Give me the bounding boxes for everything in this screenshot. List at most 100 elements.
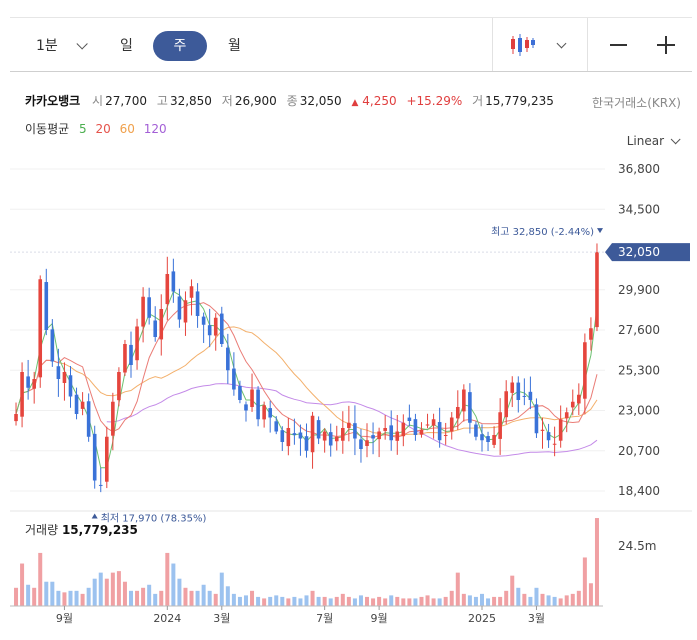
volume-bar: [425, 595, 430, 606]
volume-bar: [419, 596, 424, 606]
y-tick-label: 34,500: [618, 202, 660, 216]
candle-body: [577, 394, 581, 404]
candle-body: [44, 282, 49, 330]
min-price-annotation: 최저 17,970 (78.35%): [101, 513, 207, 525]
volume-value: 15,779,235: [485, 94, 554, 108]
candle-body: [32, 379, 36, 389]
candle-body: [468, 392, 472, 423]
volume-bar: [377, 596, 382, 606]
candlestick-type-icon[interactable]: [510, 32, 536, 58]
high-value: 32,850: [169, 94, 212, 108]
y-tick-label: 20,700: [618, 444, 660, 458]
volume-bar: [431, 598, 436, 606]
candle-body: [20, 372, 24, 417]
candle-body: [437, 422, 442, 441]
volume-bar: [413, 598, 418, 606]
interval-label: 1분: [36, 38, 58, 54]
volume-bar: [552, 596, 557, 606]
y-tick-label: 18,400: [618, 484, 660, 498]
candle-body: [298, 432, 303, 439]
volume-bar: [358, 595, 363, 606]
candle-body: [123, 344, 127, 373]
volume-bar: [171, 563, 176, 606]
volume-bar: [213, 593, 218, 606]
volume-bar: [74, 590, 79, 606]
close-label: 종: [286, 94, 298, 108]
candle-body: [395, 431, 400, 441]
volume-bar: [243, 595, 248, 606]
volume-bar: [570, 593, 575, 606]
volume-bar: [201, 584, 206, 606]
scale-mode-dropdown[interactable]: Linear: [627, 134, 681, 148]
candle-body: [232, 368, 236, 390]
x-tick-label: 2025: [468, 612, 496, 625]
candle-body: [183, 300, 188, 323]
zoom-in-icon[interactable]: [657, 36, 675, 54]
candle-body: [171, 271, 176, 292]
moving-average-title: 이동평균: [25, 122, 70, 136]
y-tick-label: 36,800: [618, 162, 660, 176]
candle-body: [455, 407, 460, 419]
volume-label: 거: [472, 94, 484, 108]
candle-body: [226, 347, 230, 371]
tab-day[interactable]: 일: [120, 38, 133, 54]
change-percent: +15.29%: [406, 94, 463, 108]
volume-bar: [268, 596, 273, 606]
candle-body: [552, 443, 557, 445]
volume-bar: [486, 598, 491, 606]
volume-bar: [340, 593, 345, 606]
volume-bar: [582, 557, 587, 606]
volume-bar: [594, 518, 599, 606]
volume-bar: [455, 572, 460, 606]
zoom-out-icon[interactable]: [610, 44, 627, 46]
volume-bar: [322, 596, 327, 606]
candle-body: [564, 412, 569, 419]
candle-body: [68, 375, 73, 397]
volume-bar: [86, 587, 91, 606]
volume-bar: [286, 598, 291, 606]
candle-body: [371, 435, 375, 439]
volume-bar: [298, 598, 303, 606]
volume-bar: [576, 590, 581, 606]
candle-body: [268, 408, 272, 418]
candle-body: [480, 434, 484, 441]
candle-body: [347, 422, 351, 429]
volume-bar: [237, 596, 242, 606]
candle-body: [546, 432, 551, 441]
y-tick-label: 29,900: [618, 283, 660, 297]
volume-bar: [280, 596, 285, 606]
volume-bar: [80, 593, 85, 606]
moving-average-legend[interactable]: 이동평균 5 20 60 120: [25, 120, 172, 137]
candle-body: [589, 328, 593, 340]
tab-month[interactable]: 월: [228, 38, 241, 54]
toolbar-divider: [587, 18, 588, 71]
volume-bar: [165, 552, 170, 606]
candle-body: [135, 326, 139, 361]
candle-body: [38, 279, 43, 378]
ma-120-line: [106, 383, 598, 457]
volume-bar: [558, 598, 563, 606]
x-tick-label: 7월: [316, 612, 333, 625]
y-tick-label: 23,000: [618, 404, 660, 418]
volume-bar: [104, 578, 109, 606]
tab-week[interactable]: 주: [153, 31, 207, 61]
volume-bar: [56, 590, 61, 606]
candle-body: [111, 401, 115, 436]
close-value: 32,050: [299, 94, 342, 108]
volume-bar: [516, 587, 521, 606]
volume-bar: [528, 596, 533, 606]
interval-dropdown[interactable]: 1분: [36, 31, 88, 61]
volume-bar: [274, 595, 279, 606]
candle-body: [147, 297, 151, 318]
candle-body: [558, 419, 563, 441]
volume-panel-value: 15,779,235: [61, 523, 138, 537]
candle-body: [195, 291, 200, 316]
candle-body: [419, 429, 424, 435]
volume-bar: [407, 598, 412, 606]
volume-panel-label: 거래량 15,779,235: [25, 521, 138, 538]
candle-body: [189, 286, 194, 298]
candle-body: [201, 316, 206, 325]
volume-bar: [44, 581, 49, 606]
candle-body: [177, 296, 182, 320]
